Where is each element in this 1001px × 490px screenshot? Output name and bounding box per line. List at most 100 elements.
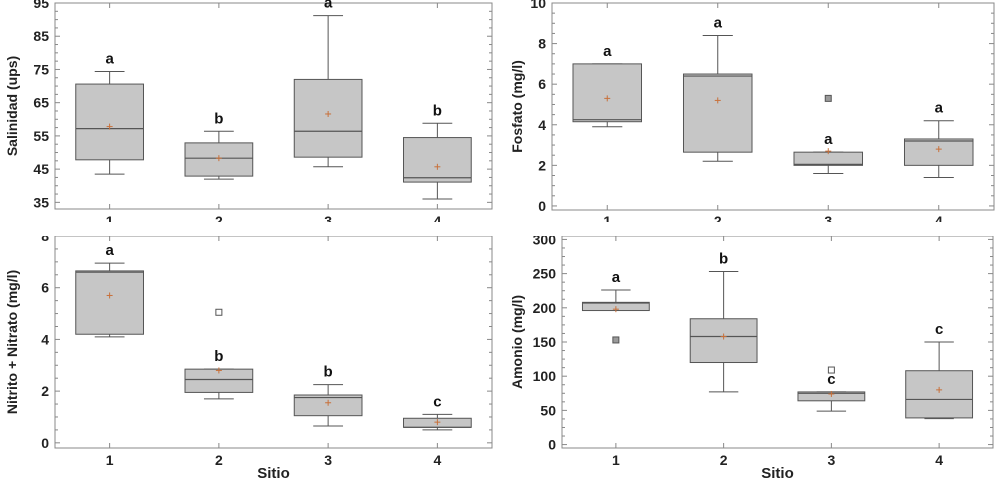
y-tick-label: 0: [538, 198, 546, 214]
box-iqr: [689, 318, 758, 364]
significance-letter: b: [214, 110, 223, 127]
plot-frame: [54, 2, 493, 210]
x-tick-label: 2: [215, 452, 223, 468]
outlier-point: [827, 366, 835, 374]
box-3: b: [293, 364, 363, 427]
outlier-point: [215, 308, 223, 316]
significance-letter: c: [827, 371, 835, 388]
x-tick-label: 3: [324, 213, 332, 222]
box-1: a: [75, 50, 144, 175]
x-tick-label: 3: [824, 213, 832, 222]
y-tick-label: 200: [533, 300, 557, 316]
plot-frame: [54, 235, 493, 449]
box-iqr: [682, 73, 753, 153]
significance-letter: b: [719, 251, 728, 268]
x-tick-label: 3: [324, 452, 332, 468]
y-tick-label: 95: [33, 0, 49, 11]
y-tick-label: 4: [538, 117, 546, 133]
chart-fosfato: 0 2 4 6 8 10 1 2 3 4 Fosfato (mg/l) a a a a: [505, 0, 1001, 229]
chart-svg: 0 50 100 150 200 250 300 1 2 3 4 Amonio (mg/l) Sitio…: [509, 231, 994, 482]
y-tick-label: 85: [33, 28, 49, 44]
y-tick-label: 35: [33, 194, 49, 210]
y-axis-label: Fosfato (mg/l): [509, 60, 525, 153]
significance-letter: b: [433, 102, 442, 119]
box-2: b: [689, 251, 758, 393]
y-tick-label: 2: [41, 383, 49, 399]
y-tick-label: 0: [548, 437, 556, 453]
chart-salinidad: 35 45 55 65 75 85 95 1 2 3 4 Salinidad (ups) a b a b: [0, 0, 500, 229]
significance-letter: a: [935, 100, 944, 117]
box-iqr: [403, 137, 472, 183]
x-tick-label: 1: [106, 213, 114, 222]
box-4: c: [403, 393, 472, 431]
box-1: a: [75, 242, 144, 338]
box-2: b: [184, 308, 254, 400]
y-tick-label: 10: [530, 0, 546, 11]
box-iqr: [75, 83, 144, 161]
y-tick-label: 150: [533, 334, 557, 350]
y-tick-label: 250: [533, 266, 557, 282]
x-tick-label: 2: [215, 213, 223, 222]
y-tick-label: 2: [538, 157, 546, 173]
x-tick-label: 4: [433, 452, 441, 468]
x-tick-label: 3: [827, 452, 835, 468]
x-tick-label: 1: [106, 452, 114, 468]
box-3: a: [793, 94, 864, 174]
y-tick-label: 50: [540, 402, 556, 418]
y-tick-label: 4: [41, 331, 49, 347]
box-4: c: [905, 321, 974, 420]
y-tick-label: 55: [33, 128, 49, 144]
y-tick-label: 8: [41, 236, 49, 244]
x-tick-label: 4: [935, 452, 943, 468]
box-iqr: [293, 78, 363, 158]
significance-letter: b: [214, 348, 223, 365]
significance-letter: a: [824, 131, 833, 148]
x-tick-label: 2: [720, 452, 728, 468]
x-axis-label: Sitio: [761, 465, 794, 482]
x-tick-label: 1: [612, 452, 620, 468]
x-tick-label: 4: [935, 213, 943, 222]
box-2: a: [682, 14, 753, 162]
box-4: a: [903, 100, 974, 179]
y-axis-label: Salinidad (ups): [4, 56, 20, 156]
y-tick-label: 300: [533, 236, 557, 247]
significance-letter: c: [935, 321, 943, 338]
x-tick-label: 4: [433, 213, 441, 222]
significance-letter: a: [105, 242, 114, 259]
box-iqr: [905, 370, 974, 419]
box-iqr: [572, 63, 643, 123]
chart-amonio: 0 50 100 150 200 250 300 1 2 3 4 Amonio (mg/l) Sitio…: [505, 231, 1001, 485]
chart-svg: 35 45 55 65 75 85 95 1 2 3 4 Salinidad (ups) a b a b: [4, 0, 493, 229]
box-1: a: [581, 269, 650, 344]
significance-letter: a: [105, 50, 114, 67]
significance-letter: a: [714, 14, 723, 31]
significance-letter: c: [433, 393, 441, 410]
plot-frame: [551, 2, 995, 211]
y-axis-label: Nitrito + Nitrato (mg/l): [4, 270, 20, 414]
significance-letter: a: [603, 43, 612, 60]
chart-svg: 0 2 4 6 8 1 2 3 4 Nitrito + Nitrato (mg/l) Sitio a b…: [4, 228, 493, 482]
y-tick-label: 100: [533, 368, 557, 384]
outlier-point: [612, 336, 620, 344]
significance-letter: a: [324, 0, 333, 12]
y-tick-label: 8: [538, 36, 546, 52]
box-iqr: [75, 270, 144, 335]
box-iqr: [903, 138, 974, 166]
box-3: c: [797, 366, 866, 412]
box-3: a: [293, 0, 363, 168]
box-4: b: [403, 102, 472, 200]
significance-letter: b: [324, 364, 333, 381]
y-tick-label: 6: [41, 280, 49, 296]
x-tick-label: 1: [603, 213, 611, 222]
y-tick-label: 65: [33, 95, 49, 111]
chart-nitrito-nitrato: 0 2 4 6 8 1 2 3 4 Nitrito + Nitrato (mg/l) Sitio a b…: [0, 228, 500, 485]
box-1: a: [572, 43, 643, 128]
y-tick-label: 0: [41, 435, 49, 451]
y-tick-label: 75: [33, 61, 49, 77]
x-tick-label: 2: [714, 213, 722, 222]
y-tick-label: 6: [538, 76, 546, 92]
significance-letter: a: [612, 269, 621, 286]
outlier-point: [824, 94, 832, 102]
x-axis-label: Sitio: [257, 465, 290, 482]
